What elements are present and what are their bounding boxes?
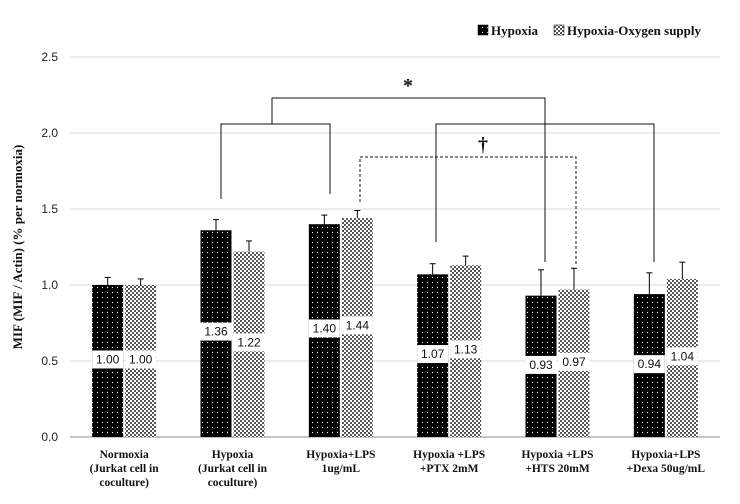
data-label-box (341, 316, 373, 335)
data-label-box (233, 333, 265, 352)
data-label-box (525, 355, 557, 374)
data-label-box (450, 340, 482, 359)
data-label-box (308, 319, 340, 338)
category-label: +PTX 2mM (420, 463, 479, 475)
error-bars (104, 210, 686, 296)
category-label: coculture) (99, 477, 149, 489)
category-label: coculture) (208, 477, 258, 489)
data-labels: 1.00 1.00 1.36 1.22 1.40 1.44 1.07 1.13 0.93 0.97… (92, 316, 698, 374)
bars (92, 218, 698, 437)
data-label-box (558, 352, 590, 371)
y-tick-label: 1.5 (41, 202, 58, 216)
category-label: (Jurkat cell in (90, 463, 160, 475)
y-tick-label: 2.5 (41, 50, 58, 64)
significance-star: * (403, 75, 413, 97)
bracket-star-top (271, 97, 546, 124)
bracket-dagger-line (359, 156, 577, 266)
data-label-box (666, 347, 698, 366)
data-label: 1.00 (96, 352, 120, 366)
legend-swatch-hypoxia (477, 24, 489, 36)
y-tick-label: 0.5 (41, 354, 58, 368)
data-label: 0.94 (638, 357, 662, 371)
category-label: Hypoxia+LPS (631, 449, 700, 461)
legend-swatch-oxygen-supply (553, 24, 565, 36)
significance-brackets: * † (220, 75, 655, 266)
category-label: +HTS 20mM (525, 463, 590, 475)
data-label: 0.93 (529, 358, 553, 372)
significance-dagger: † (478, 134, 488, 156)
legend: Hypoxia Hypoxia-Oxygen supply (477, 23, 702, 38)
category-label: Hypoxia +LPS (413, 449, 485, 461)
data-label: 1.36 (204, 325, 228, 339)
category-labels: Normoxia (Jurkat cell in coculture) Hypoxia… (90, 449, 706, 489)
data-label: 1.40 (313, 321, 337, 335)
bracket-star (220, 97, 655, 262)
category-label: Normoxia (100, 449, 149, 461)
category-label: +Dexa 50ug/mL (627, 463, 706, 475)
data-label: 1.13 (454, 342, 478, 356)
category-label: (Jurkat cell in (198, 463, 268, 475)
data-label-box (125, 350, 157, 369)
bracket-dagger (359, 156, 577, 266)
y-tick-label: 0.0 (41, 430, 58, 444)
data-label: 1.22 (237, 335, 261, 349)
category-label: 1ug/mL (322, 463, 361, 475)
data-label: 1.07 (421, 347, 445, 361)
data-label-box (417, 345, 449, 364)
category-label: Hypoxia+LPS (306, 449, 375, 461)
legend-label-hypoxia: Hypoxia (491, 23, 538, 38)
data-label-box (92, 350, 124, 369)
gridlines (70, 56, 720, 362)
y-tick-labels: 0.0 0.5 1.0 1.5 2.0 2.5 (41, 50, 58, 444)
category-label: Hypoxia (212, 449, 254, 461)
bracket-star-left (220, 123, 331, 199)
data-label: 0.97 (562, 355, 586, 369)
y-axis-title: MIF (MIF / Actin) (% per normoxia) (10, 145, 25, 350)
legend-label-oxygen-supply: Hypoxia-Oxygen supply (567, 23, 702, 38)
data-label: 1.04 (671, 349, 695, 363)
y-tick-label: 1.0 (41, 278, 58, 292)
data-label: 1.00 (129, 352, 153, 366)
category-label: Hypoxia +LPS (521, 449, 593, 461)
y-tick-label: 2.0 (41, 126, 58, 140)
data-label: 1.44 (346, 318, 370, 332)
data-label-box (633, 355, 665, 374)
data-label-box (200, 322, 232, 341)
